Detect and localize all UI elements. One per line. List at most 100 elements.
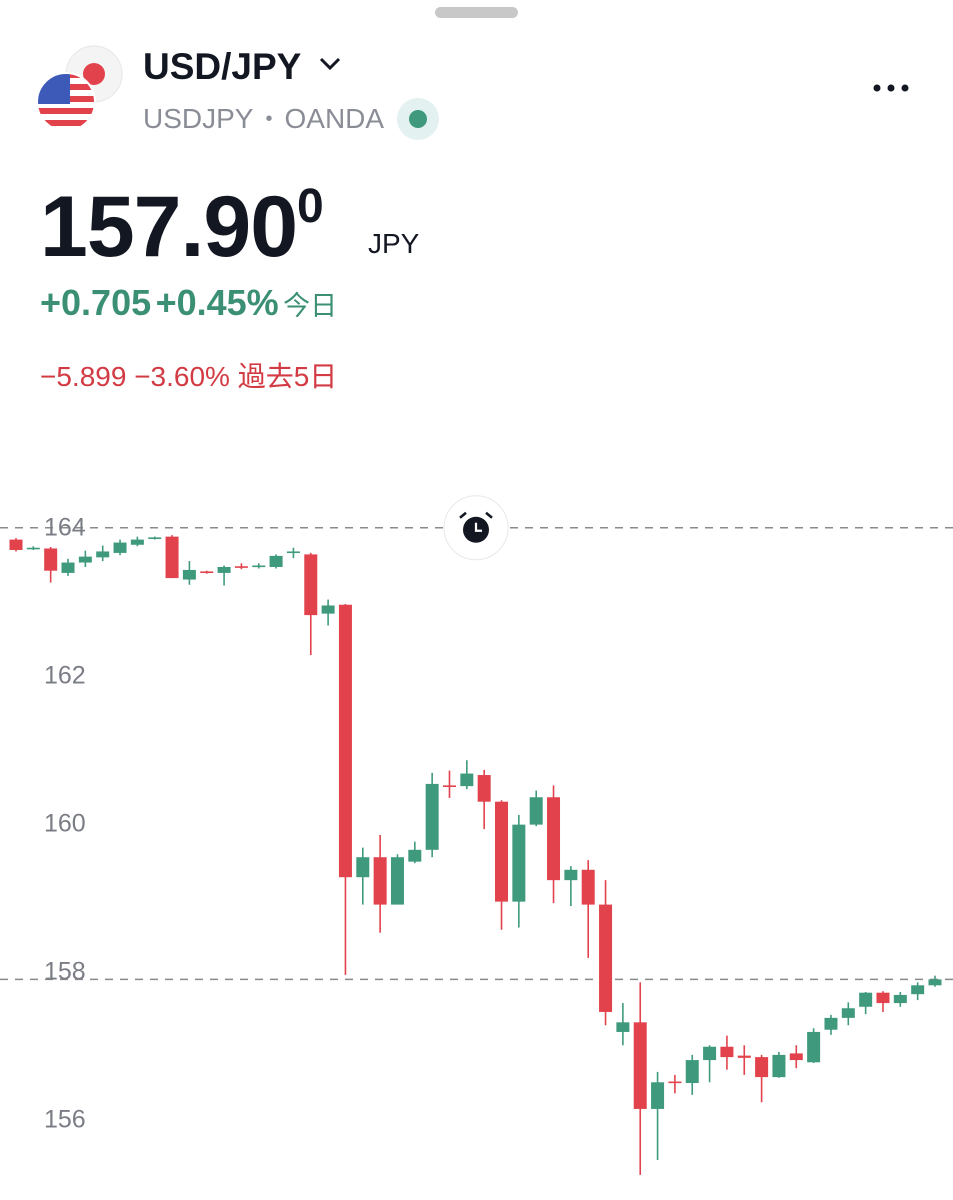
candle — [512, 815, 526, 928]
candle-body — [477, 775, 491, 802]
candle — [928, 975, 942, 987]
candle-body — [547, 797, 561, 881]
candle — [356, 847, 370, 905]
candle — [425, 772, 439, 858]
y-tick-label: 156 — [44, 1106, 86, 1134]
candle-body — [130, 539, 144, 545]
ticker: USDJPY — [143, 103, 254, 134]
currency-flags — [36, 45, 123, 132]
candle-body — [200, 571, 214, 574]
change-pct: −3.60% — [134, 361, 230, 392]
candle — [564, 866, 578, 907]
period: 過去5日 — [237, 361, 338, 392]
candle-body — [78, 556, 92, 563]
candle — [668, 1074, 682, 1094]
candle — [599, 880, 613, 1026]
candle-body — [408, 849, 422, 862]
candle — [321, 599, 335, 626]
candle — [44, 546, 58, 583]
candle — [685, 1054, 699, 1095]
candle-body — [807, 1031, 821, 1063]
candle-body — [425, 783, 439, 850]
candle-body — [165, 536, 179, 579]
candle-body — [304, 554, 318, 616]
symbol-dropdown[interactable] — [318, 56, 342, 72]
candle-body — [321, 605, 335, 614]
candle — [824, 1014, 838, 1035]
more-menu[interactable] — [872, 82, 912, 94]
candle — [338, 604, 352, 975]
alert-clock — [463, 516, 489, 543]
candle — [460, 760, 474, 790]
candle-body — [495, 801, 509, 902]
change: +0.705 — [40, 282, 152, 323]
y-tick-label: 158 — [44, 958, 86, 986]
candle — [893, 991, 907, 1007]
candle — [442, 770, 456, 798]
candle-body — [460, 773, 474, 787]
candle — [182, 561, 196, 585]
candle — [581, 860, 595, 958]
candle-body — [338, 604, 352, 878]
candle-body — [9, 539, 23, 550]
candle — [495, 800, 509, 930]
candle — [772, 1051, 786, 1078]
period: 今日 — [283, 291, 338, 321]
candle — [61, 558, 75, 576]
candle — [633, 982, 647, 1175]
change-pct: +0.45% — [155, 282, 279, 323]
candle — [911, 982, 925, 1001]
candle-body — [772, 1054, 786, 1078]
candle-body — [234, 566, 248, 568]
candle — [547, 785, 561, 904]
candle-body — [564, 869, 578, 881]
candle-body — [529, 797, 543, 825]
candle — [200, 570, 214, 574]
candle-body — [26, 547, 40, 550]
symbol-subtitle: USDJPY • OANDA — [143, 97, 440, 141]
candle-body — [668, 1081, 682, 1084]
alert-icon[interactable] — [443, 495, 509, 561]
candle — [720, 1035, 734, 1070]
y-tick-label: 162 — [44, 661, 86, 689]
alert-clock-bells — [459, 511, 493, 519]
price: 157.900 — [40, 178, 324, 277]
candle — [304, 552, 318, 656]
candle — [616, 1003, 630, 1046]
candle — [130, 536, 144, 547]
change: −5.899 — [40, 361, 127, 392]
candle-body — [841, 1008, 855, 1018]
candle — [477, 769, 491, 830]
market-status — [397, 98, 440, 140]
candle — [165, 535, 179, 579]
candle-body — [269, 555, 283, 567]
sheet-handle[interactable] — [435, 7, 518, 18]
candle-body — [755, 1057, 769, 1078]
day-change: +0.705 +0.45% 今日 — [40, 282, 337, 324]
candle — [113, 539, 127, 556]
candle — [408, 841, 422, 864]
candle — [269, 554, 283, 569]
candle-body — [685, 1060, 699, 1084]
candle — [807, 1028, 821, 1064]
candle-body — [824, 1017, 838, 1030]
candle — [148, 536, 162, 540]
alert-clock-hands — [474, 522, 482, 532]
candle — [78, 550, 92, 567]
candle-body — [44, 548, 58, 571]
exchange: OANDA — [284, 103, 385, 134]
symbol[interactable]: USD/JPY — [143, 46, 302, 87]
candle-body — [633, 1022, 647, 1109]
candle-body — [217, 566, 231, 573]
price-main: 157.90 — [40, 179, 298, 275]
candle-body — [286, 551, 300, 554]
candle — [651, 1071, 665, 1161]
candle — [26, 546, 40, 550]
candle — [789, 1045, 803, 1069]
candle-body — [893, 994, 907, 1004]
candle-body — [651, 1082, 665, 1109]
candle-body — [599, 904, 613, 1012]
candle-body — [252, 565, 266, 568]
candle — [529, 790, 543, 827]
